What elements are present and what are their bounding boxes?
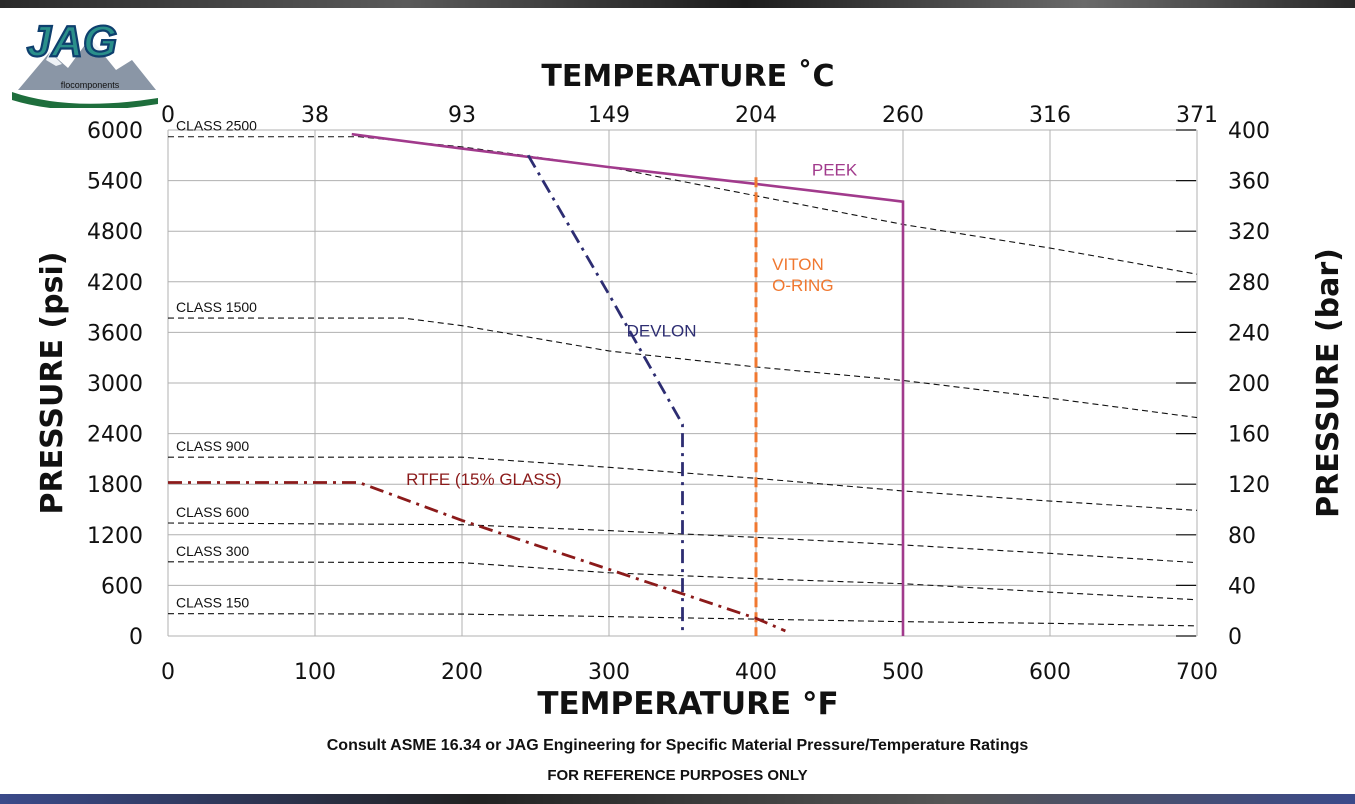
logo-text: JAG	[27, 17, 117, 66]
y2-tick-label: 120	[1228, 473, 1270, 498]
class-label: CLASS 150	[176, 595, 249, 611]
x-tick-label: 200	[441, 660, 483, 685]
top-border-band	[0, 0, 1355, 8]
y2-tick-label: 160	[1228, 423, 1270, 448]
x2-tick-label: 38	[301, 103, 329, 128]
y-tick-label: 600	[101, 574, 143, 599]
class-line	[167, 613, 1198, 627]
y-tick-label: 6000	[87, 119, 143, 144]
class-line	[168, 136, 1198, 275]
x-tick-label: 300	[588, 660, 630, 685]
y2-tick-label: 40	[1228, 574, 1256, 599]
y2-tick-label: 80	[1228, 524, 1256, 549]
x-tick-label: 400	[735, 660, 777, 685]
x-tick-label: 100	[294, 660, 336, 685]
bottom-border-band	[0, 794, 1355, 804]
series-labels-layer: CLASS 2500 CLASS 1500 CLASS 900 CLASS 600 CL…	[176, 118, 858, 611]
y2-axis-title: PRESSURE (bar)	[1311, 248, 1346, 518]
y-tick-label: 4200	[87, 271, 143, 296]
material-line	[351, 132, 905, 636]
logo-mountain	[18, 38, 156, 90]
y-tick-label: 2400	[87, 423, 143, 448]
class-label: CLASS 1500	[176, 299, 257, 315]
class-line	[167, 522, 1198, 564]
y-tick-label: 4800	[87, 220, 143, 245]
x2-tick-label: 0	[161, 103, 175, 128]
logo-subtext: flocomponents	[61, 80, 120, 90]
viton-label-line1: VITON	[772, 255, 824, 274]
x2-tick-label: 260	[882, 103, 924, 128]
material-line	[168, 481, 786, 633]
reference-note: FOR REFERENCE PURPOSES ONLY	[547, 767, 808, 784]
x2-tick-label: 204	[735, 103, 777, 128]
x-tick-label: 500	[882, 660, 924, 685]
y-tick-label: 5400	[87, 170, 143, 195]
class-line	[167, 561, 1198, 601]
class-lines-layer	[167, 136, 1198, 627]
class-label: CLASS 900	[176, 438, 249, 454]
y2-tick-label: 320	[1228, 220, 1270, 245]
y-axis-title: PRESSURE (psi)	[35, 252, 70, 515]
y2-tick-label: 400	[1228, 119, 1270, 144]
class-label: CLASS 2500	[176, 118, 257, 134]
x2-tick-label: 371	[1176, 103, 1218, 128]
material-lines-layer	[168, 132, 905, 636]
viton-label-line2: O-RING	[772, 276, 833, 295]
x2-tick-label: 149	[588, 103, 630, 128]
y-tick-label: 3000	[87, 372, 143, 397]
y2-tick-label: 0	[1228, 625, 1242, 650]
y-tick-label: 3600	[87, 321, 143, 346]
logo-swoosh	[12, 92, 158, 108]
y2-tick-label: 360	[1228, 170, 1270, 195]
y2-tick-label: 200	[1228, 372, 1270, 397]
x2-tick-label: 316	[1029, 103, 1071, 128]
class-label: CLASS 300	[176, 543, 249, 559]
x-tick-label: 600	[1029, 660, 1071, 685]
pressure-temperature-chart: 0 100 200 300 400 500 600 700060012001800240030…	[35, 58, 1346, 722]
y2-tick-label: 240	[1228, 321, 1270, 346]
jag-flocomponents-logo: JAG flocomponents	[12, 16, 158, 108]
class-label: CLASS 600	[176, 504, 249, 520]
x-tick-label: 700	[1176, 660, 1218, 685]
y-tick-label: 1800	[87, 473, 143, 498]
tick-labels-layer: 0 100 200 300 400 500 600 700060012001800240030…	[87, 103, 1270, 685]
x-axis-title: TEMPERATURE °F	[537, 686, 838, 722]
class-line	[168, 317, 1198, 419]
devlon-label: DEVLON	[627, 322, 697, 341]
y2-tick-label: 280	[1228, 271, 1270, 296]
class-line	[168, 456, 1198, 511]
y-tick-label: 1200	[87, 524, 143, 549]
x2-axis-title: TEMPERATURE ˚C	[541, 58, 834, 94]
consult-note: Consult ASME 16.34 or JAG Engineering fo…	[326, 737, 1029, 754]
x2-tick-label: 93	[448, 103, 476, 128]
material-line	[526, 154, 684, 636]
logo-mountain-snow	[46, 52, 62, 66]
rtfe-label: RTFE (15% GLASS)	[406, 470, 562, 489]
x-tick-label: 0	[161, 660, 175, 685]
y-tick-label: 0	[129, 625, 143, 650]
logo-mountain-snow	[84, 38, 104, 56]
peek-label: PEEK	[812, 161, 858, 180]
